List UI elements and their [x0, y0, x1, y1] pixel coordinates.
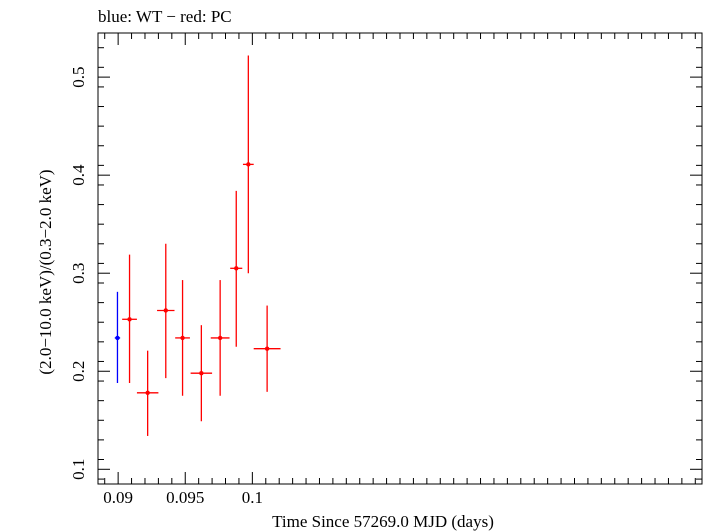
data-point [199, 371, 204, 376]
x-tick-label: 0.1 [242, 488, 263, 507]
y-axis-label: (2.0−10.0 keV)/(0.3−2.0 keV) [36, 169, 55, 374]
data-point [246, 162, 251, 167]
data-point [264, 346, 270, 351]
y-tick-label: 0.5 [69, 66, 88, 87]
data-point [115, 335, 120, 341]
x-tick-label: 0.095 [166, 488, 204, 507]
axis-ticks [98, 33, 702, 484]
data-point [163, 308, 168, 313]
x-tick-label: 0.09 [103, 488, 133, 507]
data-point [180, 335, 185, 341]
data-point [217, 335, 223, 341]
plot-frame [97, 32, 703, 485]
data-points [114, 55, 281, 436]
series-pc [122, 55, 281, 436]
y-tick-label: 0.2 [69, 361, 88, 382]
data-point [234, 266, 239, 271]
data-point [127, 317, 132, 322]
chart-title: blue: WT − red: PC [98, 7, 232, 26]
y-tick-label: 0.1 [69, 459, 88, 480]
y-tick-label: 0.4 [69, 164, 88, 186]
x-axis-label: Time Since 57269.0 MJD (days) [272, 512, 494, 531]
series-wt [114, 291, 121, 384]
y-tick-label: 0.3 [69, 263, 88, 284]
axis-tick-labels: 0.09 0.095 0.1 0.1 0.2 0.3 0.4 0.5 [69, 66, 263, 507]
data-point [145, 390, 150, 396]
